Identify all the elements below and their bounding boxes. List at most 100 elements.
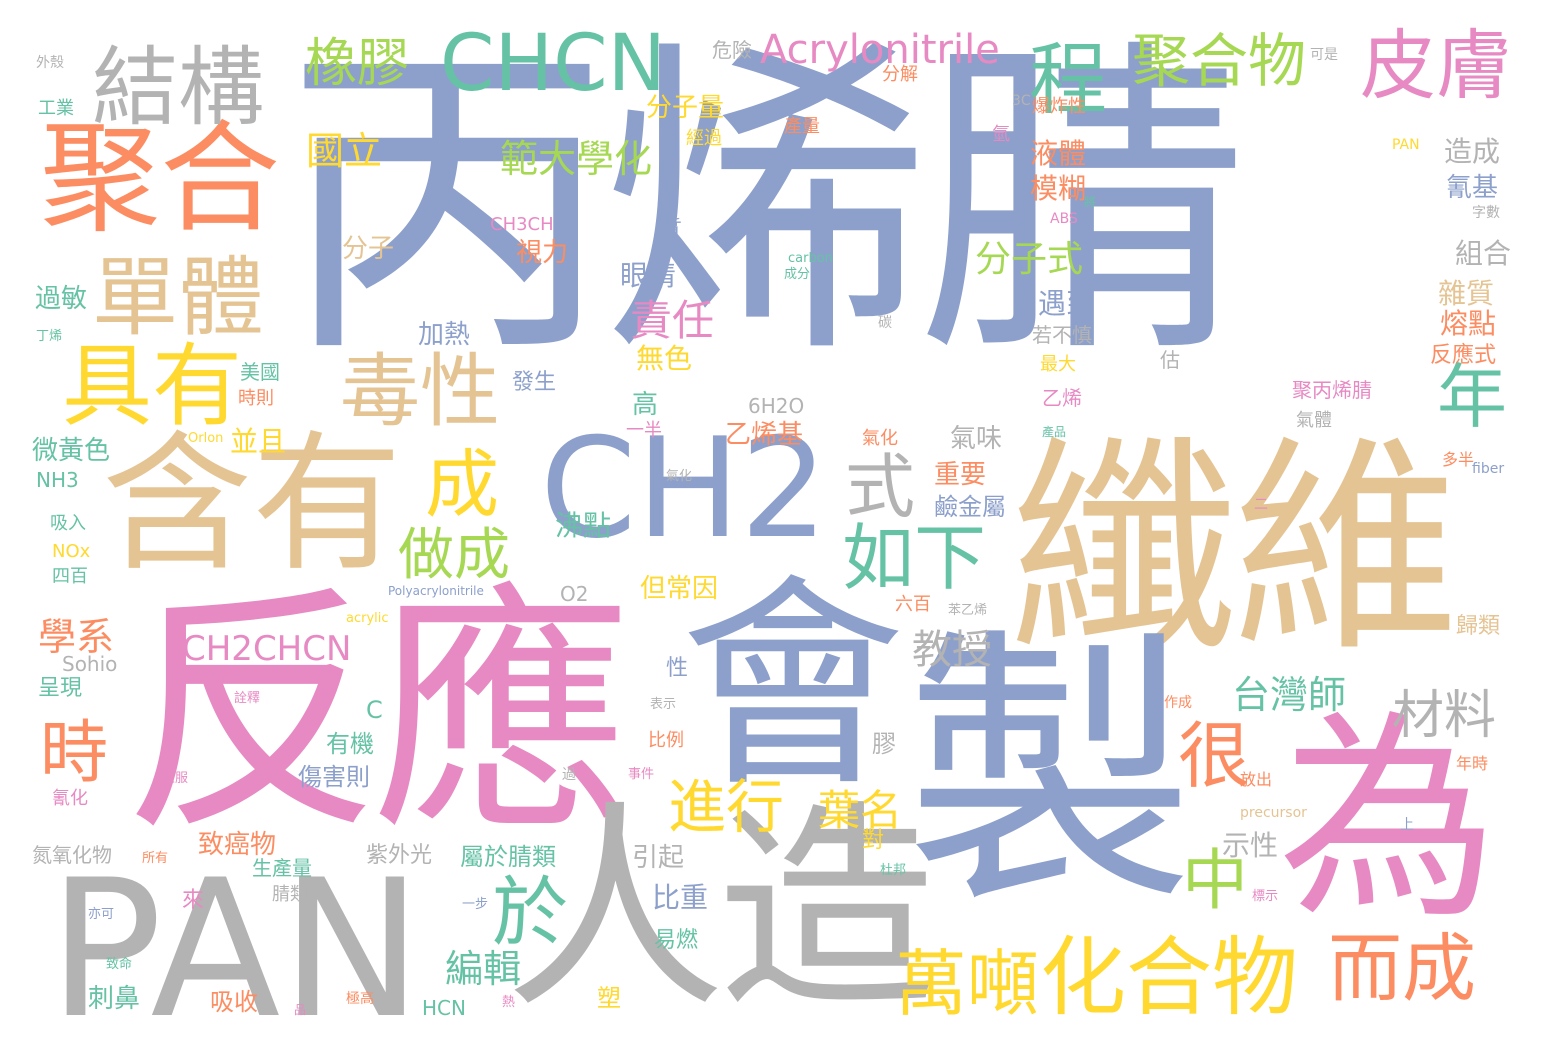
word-ziwaiguang: 紫外光 xyxy=(366,843,433,868)
word-erch: 而成 xyxy=(1328,926,1476,1012)
word-hui: 會 xyxy=(680,556,905,818)
word-sibai: 四百 xyxy=(52,566,88,587)
word-dugxing: 毒性 xyxy=(340,345,500,438)
word-pan: PAN xyxy=(48,839,423,1052)
word-ruxia: 如下 xyxy=(842,516,987,600)
word-yixi: 乙烯 xyxy=(1042,386,1082,410)
word-tan: 碳 xyxy=(878,315,892,331)
word-qiti: 氣體 xyxy=(1296,410,1332,431)
word-zuida: 最大 xyxy=(1040,354,1076,375)
word-fenzi: 分子 xyxy=(342,234,395,264)
word-xianwei: 纖維 xyxy=(1010,416,1460,682)
word-wei: 為 xyxy=(1278,692,1499,948)
word-orlon: Orlon xyxy=(188,431,224,446)
word-taiwanshi: 台灣師 xyxy=(1232,673,1347,717)
word-baozhaxing: 爆炸性 xyxy=(1032,96,1086,117)
word-zuhe: 組合 xyxy=(1455,237,1512,270)
word-jinxing: 進行 xyxy=(668,773,785,841)
word-su: 塑 xyxy=(597,984,621,1012)
word-shijian: 事件 xyxy=(628,767,655,782)
word-qi2: 氣化 xyxy=(666,469,693,484)
word-fiber: fiber xyxy=(1472,461,1505,477)
word-carbon: carbon xyxy=(788,251,833,266)
word-yiran: 易燃 xyxy=(654,928,699,953)
word-keshi: 可是 xyxy=(1310,47,1338,63)
word-wuse: 無色 xyxy=(636,342,693,375)
word-fenjie: 分解 xyxy=(882,64,918,85)
word-juyou: 具有 xyxy=(62,334,242,439)
word-xishou: 吸收 xyxy=(210,988,258,1016)
word-wandun: 萬噸 xyxy=(895,942,1040,1026)
word-pan-small: PAN xyxy=(1392,137,1420,153)
word-jiare: 加熱 xyxy=(418,320,471,350)
word-yeming: 葉名 xyxy=(818,786,903,835)
word-cibi: 刺鼻 xyxy=(88,984,141,1014)
word-zishu: 字數 xyxy=(1472,205,1500,221)
word-duzheng: 杜邦 xyxy=(880,863,907,878)
word-yike: 亦可 xyxy=(88,907,115,922)
word-zuocheng2: 作成 xyxy=(1164,695,1192,711)
word-shize: 時則 xyxy=(238,388,274,409)
word-youji: 有機 xyxy=(326,730,374,758)
word-cailiao: 材料 xyxy=(1392,686,1497,746)
word-juhewu: 聚合物 xyxy=(1132,27,1307,95)
word-bingqie: 並且 xyxy=(230,425,287,458)
word-jiehe: 聚合 xyxy=(40,110,280,249)
word-mohu: 模糊 xyxy=(1030,172,1087,205)
word-ben-yixi: 苯乙烯 xyxy=(948,603,988,618)
word-chanliang: 產量 xyxy=(784,116,820,137)
word-fangchu: 放出 xyxy=(1240,770,1273,789)
word-danti: 單體 xyxy=(92,248,264,348)
word-zhi2: 質 xyxy=(658,216,682,244)
word-yibu: 一步 xyxy=(462,897,489,912)
word-hen: 很 xyxy=(1178,714,1251,798)
word-polyacrylonitrile: Polyacrylonitrile xyxy=(388,584,484,598)
word-chengfen: 成分 xyxy=(784,267,811,282)
word-waike: 外殼 xyxy=(36,55,64,71)
word-fenzishi: 分子式 xyxy=(975,239,1084,280)
word-shuyujinglei: 屬於腈類 xyxy=(460,843,556,871)
word-lai: 來 xyxy=(182,888,205,913)
word-yiban: 一半 xyxy=(626,420,662,441)
word-dui: 對 xyxy=(862,828,885,853)
word-zhushi: 詮釋 xyxy=(234,691,261,706)
word-o2: O2 xyxy=(560,582,589,606)
word-guomin: 過敏 xyxy=(35,284,88,314)
word-acrylonitrile: Acrylonitrile xyxy=(760,27,1000,73)
word-feidian: 沸點 xyxy=(555,509,612,542)
word-zhi: 製 xyxy=(905,606,1195,943)
word-cheng: 程 xyxy=(1016,38,1106,116)
word-zhong: 中 xyxy=(1182,842,1248,919)
word-jingguo: 經過 xyxy=(686,128,722,149)
word-yeti: 液體 xyxy=(1030,137,1087,170)
word-hcn: HCN xyxy=(422,996,466,1020)
word-bianji: 編輯 xyxy=(445,947,522,991)
word-nox: NOx xyxy=(52,541,91,562)
word-ch3ch: CH3CH xyxy=(490,214,554,235)
word-biaozhi: 標示 xyxy=(1252,889,1279,904)
word-jiegou: 結構 xyxy=(92,38,264,138)
word-bizhong: 比重 xyxy=(652,881,709,914)
word-chcn: CHCN xyxy=(440,19,666,109)
word-zaocheng: 造成 xyxy=(1444,135,1501,168)
word-shili: 視力 xyxy=(516,238,569,268)
word-c: C xyxy=(366,696,383,724)
word-zazhi: 雜質 xyxy=(1438,277,1495,310)
word-meiguo: 美國 xyxy=(240,360,280,384)
word-yuren: 於 xyxy=(492,868,568,957)
word-jiao: 膠 xyxy=(872,730,896,758)
word-xuexi: 學系 xyxy=(38,615,115,659)
word-shi: 式 xyxy=(845,446,915,528)
word-pifu: 皮膚 xyxy=(1360,21,1512,110)
word-shanghaize: 傷害則 xyxy=(298,763,370,791)
word-qi: 氫 xyxy=(992,124,1010,145)
word-weihuangse: 微黃色 xyxy=(32,436,111,466)
word-ruobushen: 若不慎 xyxy=(1032,323,1092,347)
word-bili: 比例 xyxy=(648,730,684,751)
word-ch2chcn: CH2CHCN xyxy=(182,629,352,669)
word-yanjing: 眼睛 xyxy=(620,259,677,292)
word-qihua: 氣化 xyxy=(862,428,898,449)
word-zhongyao: 重要 xyxy=(934,460,987,490)
word-cheng2: 成 xyxy=(425,442,499,528)
